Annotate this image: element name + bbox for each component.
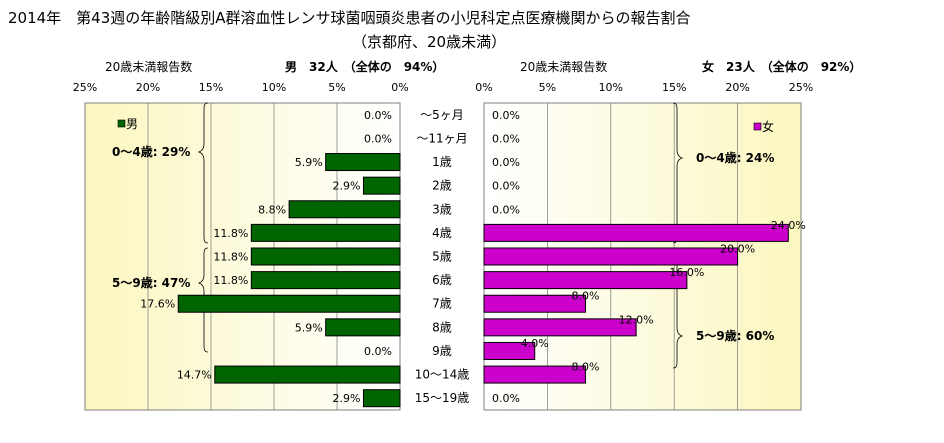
category-label: 4歳 [432, 226, 452, 240]
category-label: 8歳 [432, 320, 452, 334]
category-label: 10～14歳 [415, 368, 470, 382]
category-label: ～5ヶ月 [420, 108, 464, 122]
male-header: 男 32人 （全体の 94%） [285, 59, 444, 74]
category-label: 6歳 [432, 273, 452, 287]
female-group-annotation-5-9: 5～9歳: 60% [696, 328, 774, 343]
female-data-label: 8.0% [571, 290, 599, 303]
female-group-annotation-0-4: 0～4歳: 24% [696, 150, 774, 165]
female-bar [483, 318, 637, 337]
male-bar [362, 389, 401, 408]
female-tick-label: 10% [599, 81, 623, 94]
category-labels: ～5ヶ月 ～11ヶ月 1歳 2歳 3歳 4歳 5歳 6歳 7歳 8歳 9歳 10～14歳 15～19歳 [415, 108, 470, 405]
female-data-label: 12.0% [619, 313, 654, 326]
female-legend-label: 女 [762, 119, 774, 134]
male-bars [177, 153, 401, 408]
female-header: 女 23人 （全体の 92%） [702, 59, 861, 74]
female-tick-label: 20% [725, 81, 749, 94]
female-legend-swatch [753, 122, 762, 131]
male-data-label: 2.9% [333, 180, 361, 193]
male-data-label: 0.0% [364, 109, 392, 122]
male-data-label: 11.8% [213, 251, 248, 264]
male-axis-caption: 20歳未満報告数 [105, 59, 192, 74]
female-bar [483, 271, 688, 290]
male-legend-label: 男 [126, 117, 138, 131]
female-data-label: 20.0% [720, 243, 755, 256]
female-data-label: 4.0% [521, 337, 549, 350]
female-axis-ticks: 0% 5% 10% 15% 20% 25% [475, 81, 813, 94]
category-label: 15～19歳 [415, 391, 470, 405]
male-data-label: 11.8% [213, 274, 248, 287]
female-bar [483, 365, 586, 384]
male-data-label: 17.6% [140, 298, 175, 311]
female-data-label: 0.0% [492, 156, 520, 169]
male-bar [325, 318, 401, 337]
female-bars [483, 223, 789, 384]
female-data-label: 0.0% [492, 392, 520, 405]
male-bar [288, 200, 401, 219]
male-data-label: 5.9% [295, 321, 323, 334]
male-bar [250, 271, 401, 290]
male-tick-label: 20% [136, 81, 160, 94]
female-bar [483, 341, 536, 360]
male-data-labels: 0.0% 0.0% 5.9% 2.9% 8.8% 11.8% 11.8% 11.8% 17.6%… [140, 109, 392, 405]
category-label: 1歳 [432, 155, 452, 169]
male-legend: 男 [117, 117, 138, 131]
male-tick-label: 25% [73, 81, 97, 94]
male-tick-label: 15% [199, 81, 223, 94]
male-tick-label: 10% [262, 81, 286, 94]
female-data-label: 24.0% [771, 219, 806, 232]
female-bar [483, 223, 789, 242]
female-data-labels: 0.0% 0.0% 0.0% 0.0% 0.0% 24.0% 20.0% 16.0% 8.0% 1… [492, 109, 806, 405]
male-bar [325, 153, 401, 172]
male-legend-swatch [117, 119, 126, 128]
female-axis-caption: 20歳未満報告数 [520, 59, 607, 74]
female-bar [483, 247, 739, 266]
male-bracket-5-9 [197, 247, 209, 353]
category-label: ～11ヶ月 [416, 131, 467, 145]
female-data-label: 0.0% [492, 203, 520, 216]
male-tick-label: 0% [391, 81, 408, 94]
female-legend: 女 [753, 119, 774, 134]
male-data-label: 11.8% [213, 227, 248, 240]
male-data-label: 0.0% [364, 345, 392, 358]
male-data-label: 0.0% [364, 132, 392, 145]
category-label: 7歳 [432, 297, 452, 311]
female-tick-label: 0% [475, 81, 492, 94]
category-label: 9歳 [432, 344, 452, 358]
female-tick-label: 5% [539, 81, 556, 94]
male-bar [177, 294, 401, 313]
male-bar [250, 223, 401, 242]
chart-title: 2014年 第43週の年齢階級別A群溶血性レンサ球菌咽頭炎患者の小児科定点医療機… [8, 9, 691, 27]
male-data-label: 8.8% [258, 203, 286, 216]
male-group-annotation-5-9: 5～9歳: 47% [112, 275, 190, 290]
female-data-label: 0.0% [492, 109, 520, 122]
chart-subtitle: （京都府、20歳未満） [352, 33, 506, 51]
male-bar [214, 365, 401, 384]
male-axis-ticks: 25% 20% 15% 10% 5% 0% [73, 81, 409, 94]
male-tick-label: 5% [328, 81, 345, 94]
female-data-label: 16.0% [669, 266, 704, 279]
female-bar [483, 294, 586, 313]
female-data-label: 8.0% [571, 361, 599, 374]
male-bracket-0-4 [197, 102, 209, 244]
category-label: 3歳 [432, 202, 452, 216]
female-tick-label: 25% [789, 81, 813, 94]
category-label: 5歳 [432, 250, 452, 264]
male-data-label: 14.7% [177, 369, 212, 382]
male-group-annotation-0-4: 0～4歳: 29% [112, 144, 190, 159]
male-bar [250, 247, 401, 266]
female-data-label: 0.0% [492, 132, 520, 145]
category-label: 2歳 [432, 179, 452, 193]
male-data-label: 5.9% [295, 156, 323, 169]
female-tick-label: 15% [662, 81, 686, 94]
female-data-label: 0.0% [492, 180, 520, 193]
male-bar [362, 176, 401, 195]
male-data-label: 2.9% [333, 392, 361, 405]
